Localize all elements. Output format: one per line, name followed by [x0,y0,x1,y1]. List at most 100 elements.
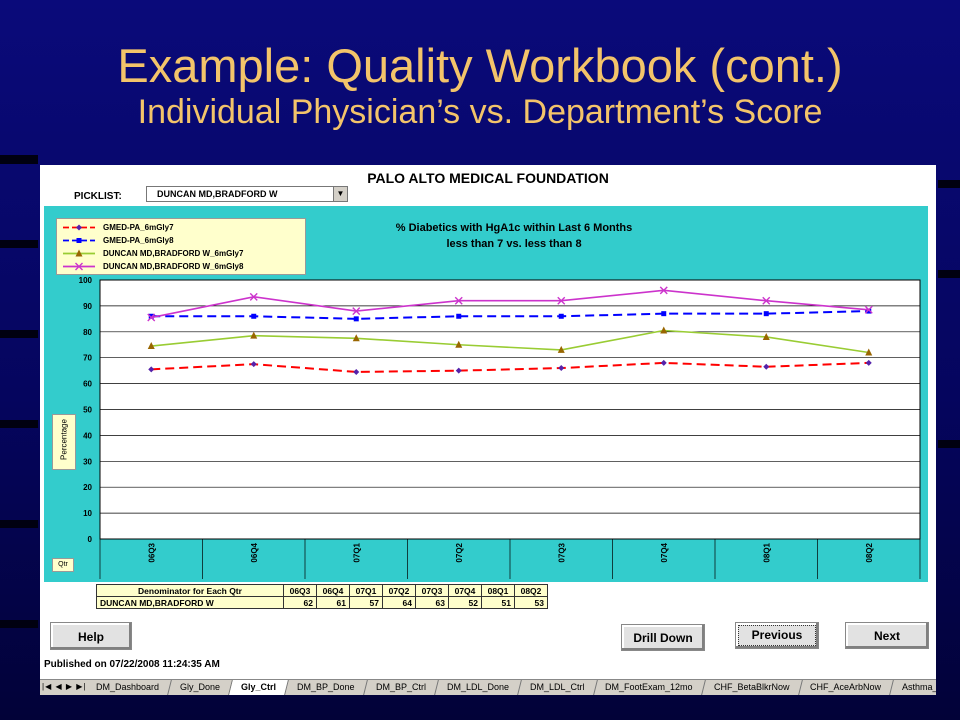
data-point-marker [454,296,463,305]
data-point-marker [353,316,359,322]
first-sheet-icon[interactable]: |◀ [42,682,53,691]
sheet-tab[interactable]: Gly_Ctrl [229,680,289,695]
data-point-marker [148,313,154,319]
y-tick-label: 100 [79,276,93,285]
denominator-value: 51 [481,596,515,609]
sheet-tab-label: Gly_Done [180,682,221,692]
dropdown-arrow-icon[interactable]: ▼ [333,187,347,201]
sheet-tab[interactable]: Asthma_ [890,680,936,695]
picklist-label: PICKLIST: [74,191,122,202]
sheet-tab-label: DM_LDL_Done [446,682,509,692]
legend-swatch [63,238,95,243]
denominator-value: 64 [382,596,416,609]
sheet-tab[interactable]: DM_BP_Ctrl [363,680,439,695]
y-tick-label: 20 [83,483,92,492]
series-line [151,289,869,319]
denominator-value: 62 [283,596,317,609]
legend-swatch [63,249,95,257]
denominator-quarter-header: 06Q4 [316,584,350,597]
previous-button[interactable]: Previous [735,622,819,649]
data-point-marker [660,326,668,334]
data-point-marker [866,308,872,314]
x-tick-label: 07Q4 [660,542,669,562]
data-point-marker [557,296,566,305]
denominator-value: 63 [415,596,449,609]
data-point-marker [762,296,771,305]
y-tick-label: 70 [83,354,92,363]
data-point-marker [659,286,668,295]
sheet-tab[interactable]: CHF_AceArbNow [798,680,895,695]
denominator-quarter-header: 06Q3 [283,584,317,597]
x-tick-label: 07Q2 [455,542,464,562]
y-tick-label: 80 [83,328,92,337]
sheet-tab-label: DM_BP_Ctrl [375,682,426,692]
denominator-value-row: DUNCAN MD,BRADFORD W 62 61 57 64 63 52 51 53 [96,596,548,609]
slide-title-line1: Example: Quality Workbook (cont.) [117,39,843,92]
data-point-marker [147,342,155,350]
background-stripe [0,620,38,628]
picklist-dropdown[interactable]: DUNCAN MD,BRADFORD W ▼ [146,186,348,202]
x-tick-label: 06Q3 [147,542,156,562]
slide-title-line2: Individual Physician’s vs. Department’s … [137,92,823,131]
legend-entry: GMED-PA_6mGly7 [57,221,305,234]
data-point-marker [661,311,667,317]
x-tick-label: 06Q4 [250,542,259,562]
sheet-tab[interactable]: DM_LDL_Done [434,680,522,695]
last-sheet-icon[interactable]: ▶| [76,682,87,691]
sheet-tab[interactable]: Gly_Done [168,680,233,695]
chart-title-line2: less than 7 vs. less than 8 [446,238,582,250]
sheet-tab-label: DM_FootExam_12mo [605,682,693,692]
data-point-marker [865,359,872,366]
sheet-tab-label: DM_Dashboard [96,682,160,692]
y-tick-label: 40 [83,431,92,440]
excel-sheet: PALO ALTO MEDICAL FOUNDATION PICKLIST: D… [40,165,936,695]
data-point-marker [455,340,463,348]
denominator-table: Denominator for Each Qtr 06Q3 06Q4 07Q1 07Q2… [96,584,548,609]
y-tick-label: 30 [83,457,92,466]
denominator-value: 53 [514,596,548,609]
data-point-marker [456,313,462,319]
sheet-tab-label: Asthma_ [902,682,936,692]
denominator-header-row: Denominator for Each Qtr 06Q3 06Q4 07Q1 07Q2… [96,584,548,597]
y-tick-label: 60 [83,380,92,389]
data-point-marker [455,367,462,374]
legend-label: GMED-PA_6mGly8 [103,236,174,245]
x-tick-label: 08Q2 [865,542,874,562]
next-sheet-icon[interactable]: ▶ [65,682,74,691]
denominator-quarter-header: 07Q3 [415,584,449,597]
line-chart: 0 10 20 30 40 50 60 70 80 90 100 06Q3 06Q4 07Q1 07Q2 07… [79,276,921,579]
y-axis-label-box: Percentage [52,414,76,470]
data-point-marker [558,365,565,372]
help-button[interactable]: Help [50,622,132,650]
x-axis-label: Qtr [52,558,74,572]
background-stripe [938,270,960,278]
published-timestamp: Published on 07/22/2008 11:24:35 AM [44,659,220,670]
drill-down-button[interactable]: Drill Down [621,624,705,651]
prev-sheet-icon[interactable]: ◀ [55,682,63,691]
sheet-tab-label: CHF_BetaBlkrNow [713,682,790,692]
data-point-marker [763,363,770,370]
denominator-quarter-header: 07Q2 [382,584,416,597]
data-point-marker [251,313,257,319]
legend-entry: DUNCAN MD,BRADFORD W_6mGly8 [57,260,305,273]
series-line [151,361,869,373]
sheet-tab[interactable]: DM_Dashboard [84,680,172,695]
next-button[interactable]: Next [845,622,929,649]
denominator-quarter-header: 08Q2 [514,584,548,597]
chart-area: 0 10 20 30 40 50 60 70 80 90 100 06Q3 06Q4 07Q1 07Q2 07… [44,206,928,582]
data-point-marker [352,307,361,316]
data-point-marker [353,368,360,375]
y-tick-label: 90 [83,302,92,311]
legend-entry: DUNCAN MD,BRADFORD W_6mGly7 [57,247,305,260]
sheet-tab-bar: |◀ ◀ ▶ ▶| DM_Dashboard Gly_Done Gly_Ctrl DM… [40,679,936,695]
sheet-tab[interactable]: DM_BP_Done [285,680,368,695]
data-point-marker [250,331,258,339]
sheet-tab[interactable]: DM_LDL_Ctrl [517,680,598,695]
slide-title: Example: Quality Workbook (cont.) Indivi… [0,39,960,131]
background-stripe [0,330,38,338]
sheet-tab[interactable]: DM_FootExam_12mo [593,680,706,695]
background-stripe [938,180,960,188]
sheet-tab[interactable]: CHF_BetaBlkrNow [701,680,803,695]
legend-label: DUNCAN MD,BRADFORD W_6mGly8 [103,262,244,271]
sheet-tab-label: DM_BP_Done [297,682,355,692]
